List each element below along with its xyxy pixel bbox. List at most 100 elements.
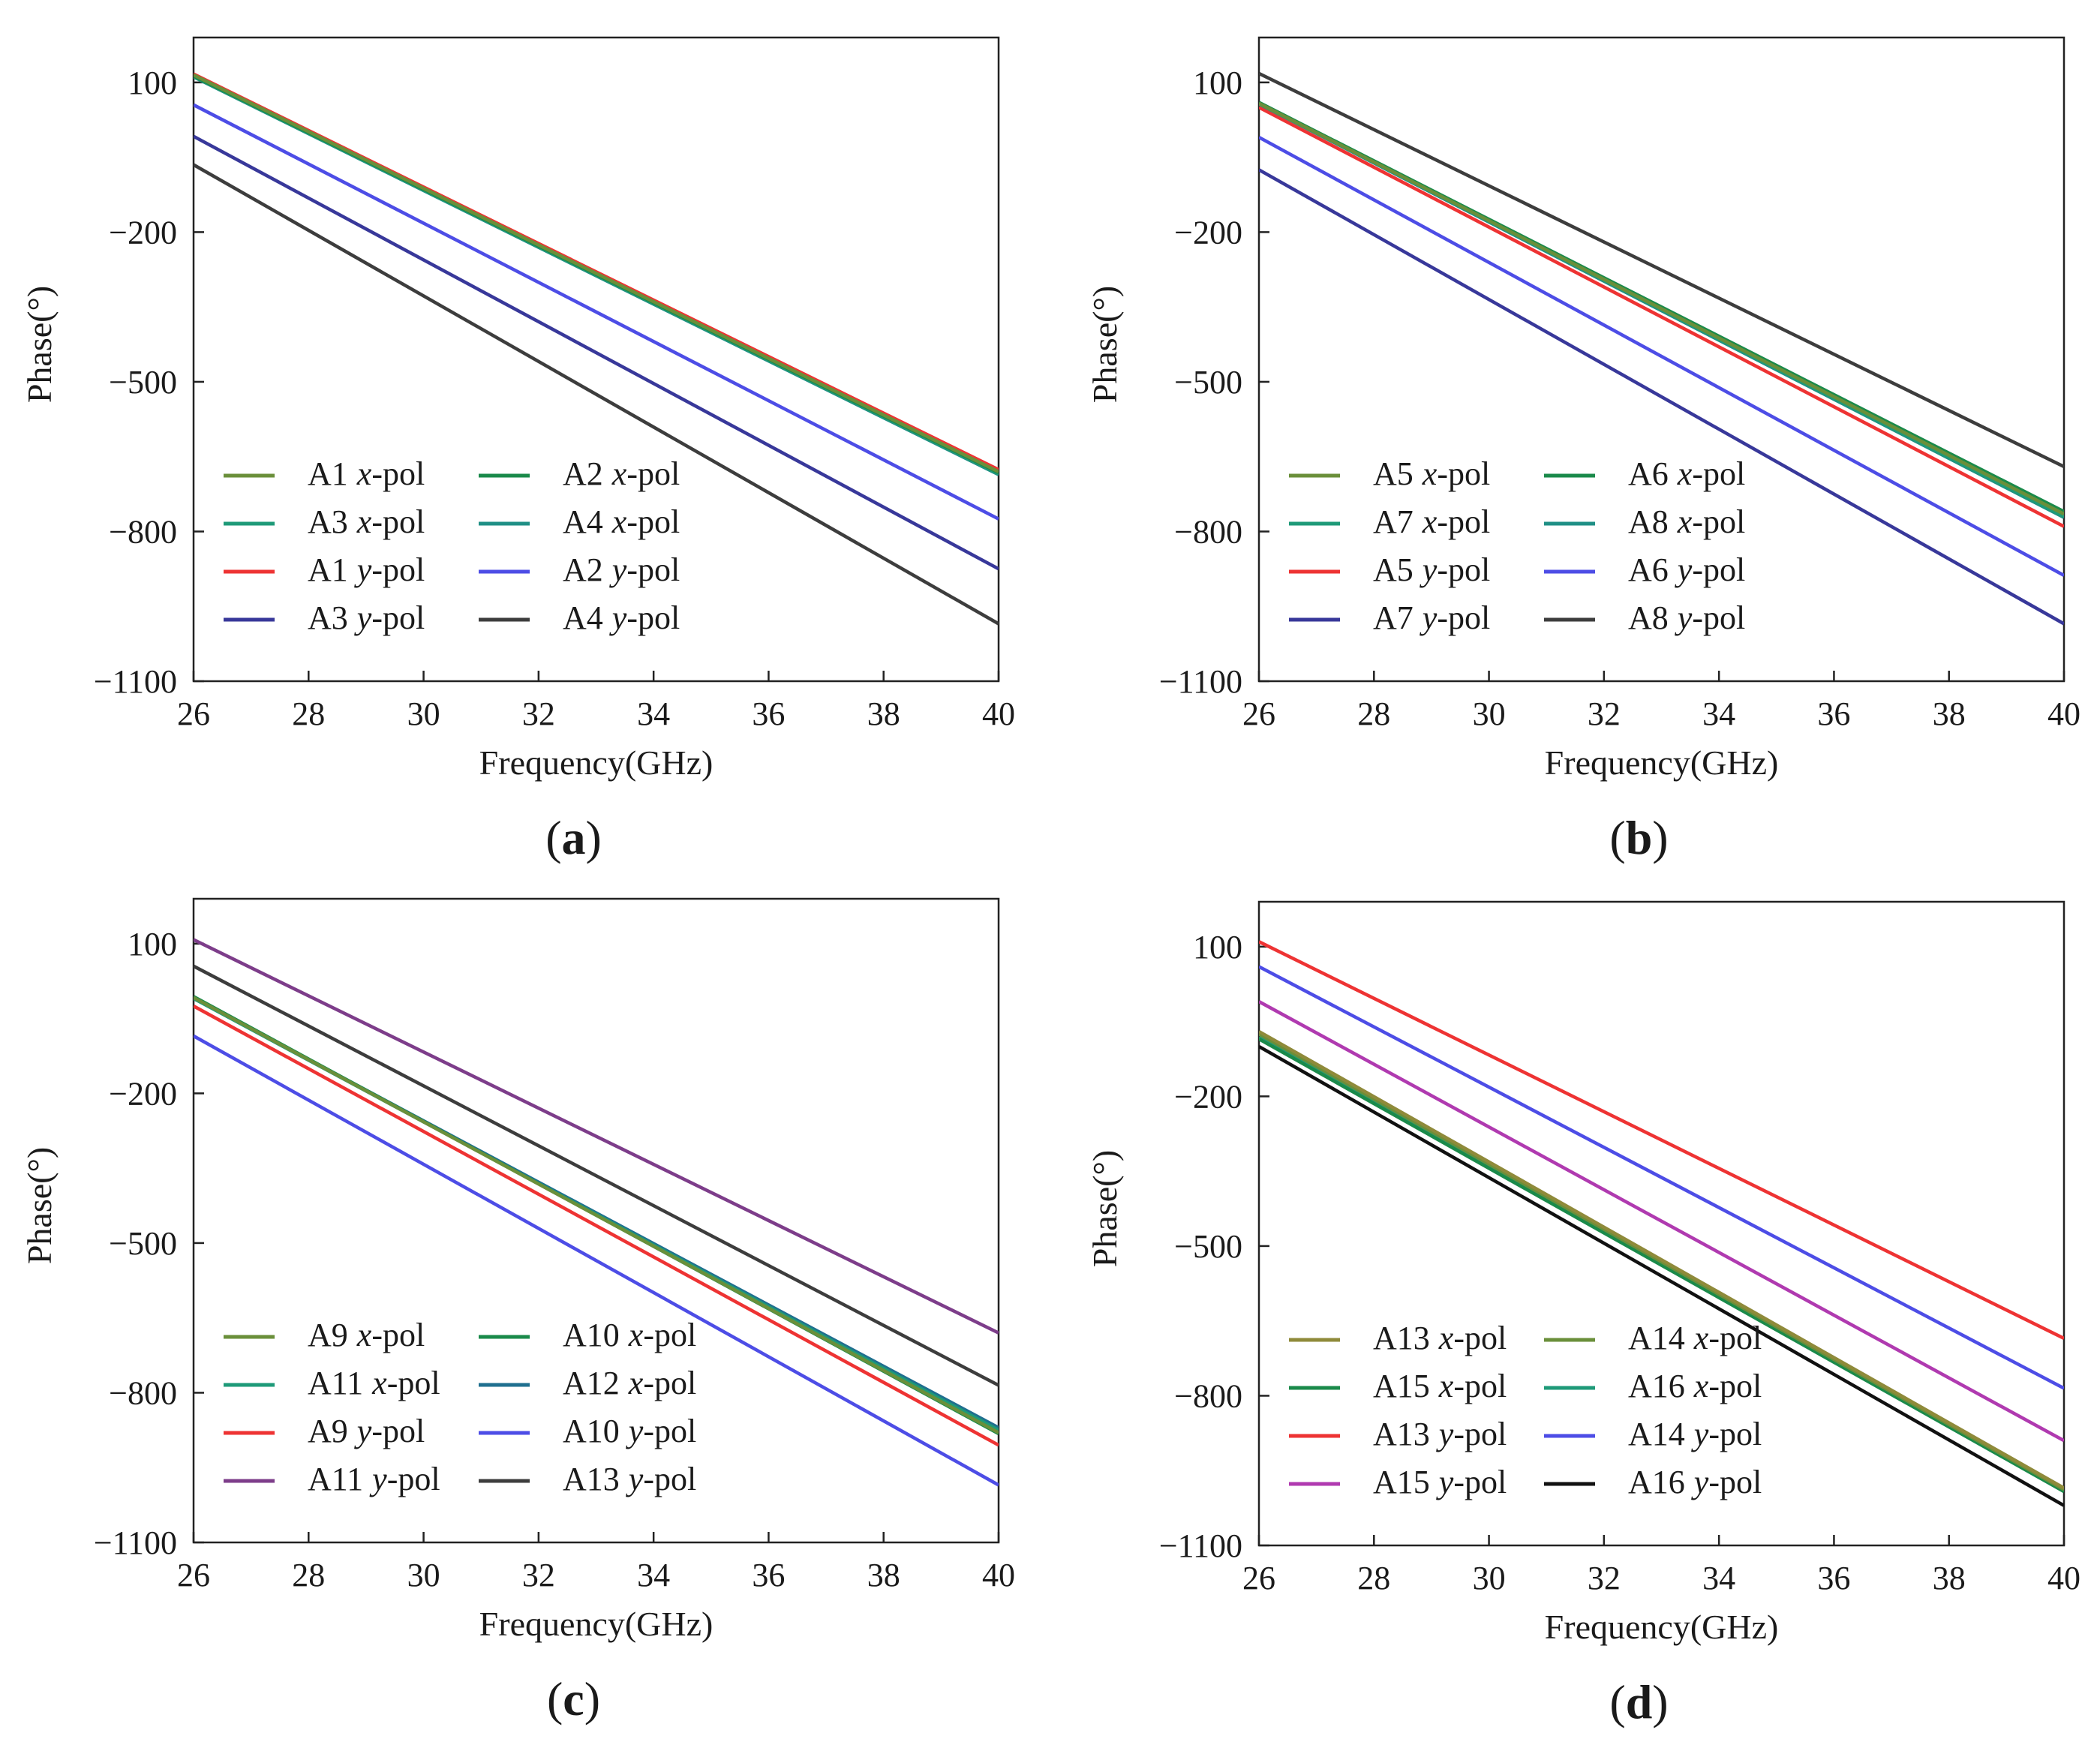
legend-item-a10-y-pol: A10 y-pol — [479, 1413, 696, 1449]
y-tick-label: −500 — [1174, 364, 1242, 401]
legend-item-a2-x-pol: A2 x-pol — [479, 455, 680, 492]
panel-label: (a) — [545, 811, 602, 864]
legend-label: A9 x-pol — [308, 1317, 425, 1353]
x-tick-label: 36 — [752, 1557, 785, 1593]
legend-label: A4 x-pol — [563, 503, 680, 540]
legend-label: A10 y-pol — [563, 1413, 696, 1449]
panel-label: (b) — [1609, 811, 1668, 864]
y-tick-label: −500 — [109, 1225, 177, 1262]
y-tick-label: −1100 — [94, 663, 177, 700]
legend-label: A13 y-pol — [1373, 1416, 1507, 1452]
legend-label: A2 x-pol — [563, 455, 680, 492]
panel-d: 26 28 30 32 34 36 38 40 100 −200 −500 −800 −1100 Freq… — [1086, 900, 2080, 1728]
x-tick-label: 32 — [522, 695, 555, 732]
x-tick-label: 38 — [867, 1557, 900, 1593]
legend-label: A11 x-pol — [308, 1365, 440, 1401]
panel-b: 26 28 30 32 34 36 38 40 100 −200 −500 −800 −1100 Freq… — [1086, 36, 2080, 864]
plot-frame — [192, 897, 1000, 1544]
legend-label: A14 y-pol — [1628, 1416, 1762, 1452]
series-line-a5-x-pol — [1259, 101, 2064, 516]
series-line-a13-y-pol — [194, 964, 999, 1387]
x-tick-label: 34 — [1702, 1560, 1735, 1596]
y-tick-label: −800 — [1174, 1377, 1242, 1414]
legend-label: A3 x-pol — [308, 503, 425, 540]
legend-label: A7 x-pol — [1373, 503, 1490, 540]
legend-label: A13 x-pol — [1373, 1320, 1507, 1356]
x-tick-label: 26 — [177, 695, 210, 732]
x-tick-label: 32 — [1588, 695, 1621, 732]
series-line-a11-y-pol — [194, 938, 999, 1335]
legend-item-a11-x-pol: A11 x-pol — [224, 1365, 440, 1401]
x-tick-label: 34 — [637, 695, 670, 732]
x-tick-label: 40 — [982, 1557, 1015, 1593]
legend-item-a14-y-pol: A14 y-pol — [1544, 1416, 1762, 1452]
legend-label: A5 y-pol — [1373, 551, 1490, 588]
legend-item-a16-x-pol: A16 x-pol — [1544, 1368, 1762, 1404]
legend-label: A3 y-pol — [308, 599, 425, 636]
panel-label: (c) — [547, 1672, 600, 1725]
legend-label: A6 x-pol — [1628, 455, 1745, 492]
x-tick-label: 34 — [1702, 695, 1735, 732]
legend: A1 x-pol A2 x-pol A3 x-pol A4 x-pol A1 y-pol A2 y-p… — [224, 455, 680, 636]
series-group — [1259, 71, 2064, 626]
y-tick-label: 100 — [1193, 929, 1242, 966]
y-tick-label: −500 — [109, 364, 177, 401]
legend-item-a16-y-pol: A16 y-pol — [1544, 1464, 1762, 1500]
y-tick-label: −200 — [1174, 1078, 1242, 1115]
series-line-a6-y-pol — [1259, 136, 2064, 577]
legend-item-a15-x-pol: A15 x-pol — [1289, 1368, 1507, 1404]
x-tick-label: 36 — [1817, 695, 1850, 732]
legend-item-a3-x-pol: A3 x-pol — [224, 503, 425, 540]
plot-frame — [192, 36, 1000, 683]
legend-item-a3-y-pol: A3 y-pol — [224, 599, 425, 636]
x-tick-label: 38 — [1933, 695, 1966, 732]
x-tick-label: 34 — [637, 1557, 670, 1593]
x-axis-label: Frequency(GHz) — [1545, 1608, 1779, 1646]
x-tick-label: 40 — [982, 695, 1015, 732]
y-tick-label: −1100 — [1159, 1527, 1242, 1564]
x-tick-label: 38 — [1933, 1560, 1966, 1596]
legend-label: A16 x-pol — [1628, 1368, 1762, 1404]
series-group — [194, 72, 999, 626]
legend-item-a13-y-pol: A13 y-pol — [479, 1461, 696, 1497]
x-tick-label: 26 — [1242, 1560, 1275, 1596]
legend-label: A8 x-pol — [1628, 503, 1745, 540]
series-line-a9-x-pol — [194, 996, 999, 1434]
y-tick-label: −500 — [1174, 1228, 1242, 1265]
x-tick-label: 40 — [2047, 695, 2080, 732]
legend-label: A12 x-pol — [563, 1365, 696, 1401]
x-tick-label: 26 — [177, 1557, 210, 1593]
legend: A9 x-pol A10 x-pol A11 x-pol A12 x-pol A9 y-pol A1… — [224, 1317, 696, 1497]
series-line-a4-y-pol — [194, 163, 999, 626]
x-tick-label: 32 — [1588, 1560, 1621, 1596]
y-tick-label: 100 — [1193, 65, 1242, 101]
legend-item-a15-y-pol: A15 y-pol — [1289, 1464, 1507, 1500]
y-axis-label: Phase(°) — [20, 1147, 59, 1264]
legend-item-a6-y-pol: A6 y-pol — [1544, 551, 1745, 588]
legend-label: A6 y-pol — [1628, 551, 1745, 588]
series-line-a13-x-pol — [1259, 1029, 2064, 1490]
x-tick-label: 26 — [1242, 695, 1275, 732]
y-tick-label: −200 — [109, 1075, 177, 1112]
legend-item-a9-x-pol: A9 x-pol — [224, 1317, 425, 1353]
legend-item-a11-y-pol: A11 y-pol — [224, 1461, 440, 1497]
x-tick-label: 30 — [1473, 1560, 1506, 1596]
plot-frame — [1257, 900, 2065, 1547]
legend-item-a13-x-pol: A13 x-pol — [1289, 1320, 1507, 1356]
x-axis-label: Frequency(GHz) — [479, 1605, 714, 1643]
x-axis-label: Frequency(GHz) — [479, 743, 714, 782]
legend-label: A7 y-pol — [1373, 599, 1490, 636]
legend-item-a14-x-pol: A14 x-pol — [1544, 1320, 1762, 1356]
x-tick-label: 28 — [292, 1557, 325, 1593]
y-tick-label: −200 — [1174, 214, 1242, 251]
legend-item-a4-x-pol: A4 x-pol — [479, 503, 680, 540]
series-line-a14-y-pol — [1259, 965, 2064, 1390]
legend-item-a1-y-pol: A1 y-pol — [224, 551, 425, 588]
legend-label: A15 y-pol — [1373, 1464, 1507, 1500]
series-line-a2-y-pol — [194, 103, 999, 521]
legend-label: A5 x-pol — [1373, 455, 1490, 492]
legend-item-a6-x-pol: A6 x-pol — [1544, 455, 1745, 492]
legend: A13 x-pol A14 x-pol A15 x-pol A16 x-pol A13 y-pol… — [1289, 1320, 1762, 1500]
legend-label: A1 x-pol — [308, 455, 425, 492]
y-axis-label: Phase(°) — [1086, 1150, 1124, 1267]
